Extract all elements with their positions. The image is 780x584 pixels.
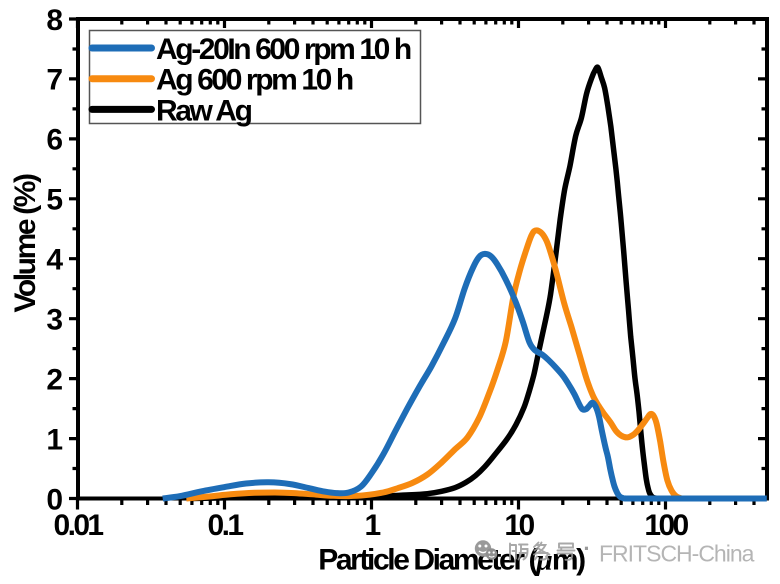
svg-text:Raw Ag: Raw Ag [156, 94, 252, 127]
svg-text:Volume (%): Volume (%) [9, 174, 42, 313]
svg-text:3: 3 [46, 303, 63, 336]
svg-text:2: 2 [46, 363, 63, 396]
svg-text:1: 1 [364, 509, 380, 542]
svg-text:Ag-20In 600 rpm 10 h: Ag-20In 600 rpm 10 h [156, 33, 411, 66]
svg-text:·: · [583, 536, 590, 561]
svg-text:4: 4 [46, 244, 63, 277]
svg-text:6: 6 [46, 124, 63, 157]
svg-text:10: 10 [504, 509, 534, 542]
svg-text:Ag 600 rpm 10 h: Ag 600 rpm 10 h [156, 64, 353, 97]
svg-text:100: 100 [644, 509, 688, 542]
svg-text:FRITSCH-China: FRITSCH-China [599, 541, 755, 567]
svg-text:8: 8 [46, 4, 63, 37]
svg-text:5: 5 [46, 184, 63, 217]
svg-text:7: 7 [46, 64, 63, 97]
svg-text:0.01: 0.01 [54, 509, 104, 542]
svg-text:0.1: 0.1 [208, 509, 244, 542]
svg-text:1: 1 [46, 423, 63, 456]
svg-text:0: 0 [46, 483, 63, 516]
